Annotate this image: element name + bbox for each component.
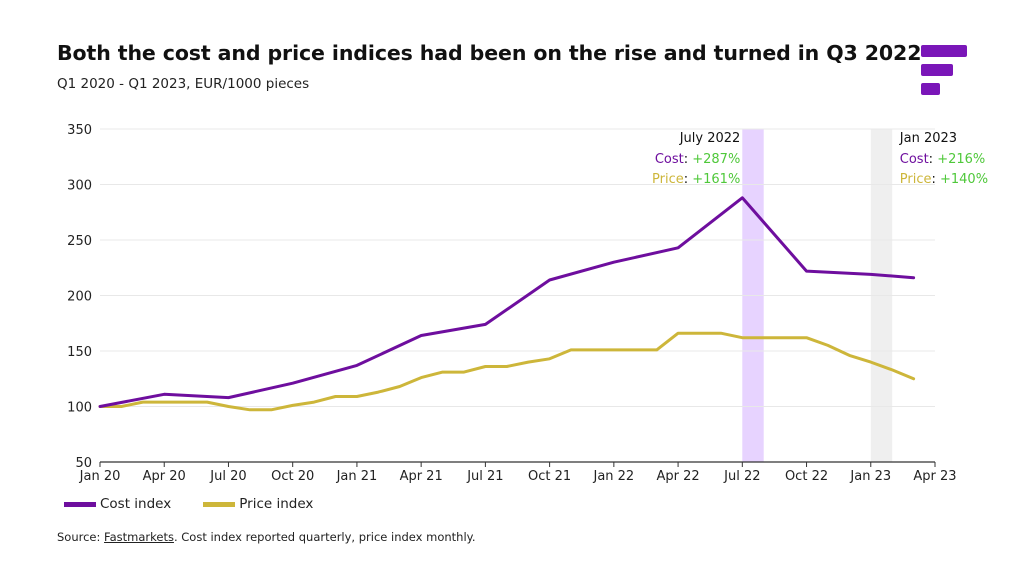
legend-swatch	[203, 501, 236, 507]
annotation-cost-label: Cost	[655, 152, 684, 167]
chart-subtitle: Q1 2020 - Q1 2023, EUR/1000 pieces	[57, 76, 310, 92]
annotation-header: July 2022	[679, 131, 741, 146]
y-tick-label: 150	[67, 345, 92, 360]
annotation-header: Jan 2023	[899, 131, 957, 146]
annotation-price-value: +161%	[692, 172, 740, 187]
annotation-cost-line: Cost: +287%	[655, 152, 740, 167]
annotation-jan-2023: Jan 2023 Cost: +216% Price: +140%	[899, 131, 988, 187]
x-tick-label: Jan 20	[79, 469, 121, 484]
annotation-july-2022: July 2022 Cost: +287% Price: +161%	[652, 131, 740, 187]
annotation-cost-label: Cost	[900, 152, 929, 167]
x-tick-label: Jul 20	[209, 469, 246, 484]
source-note: Source: Fastmarkets. Cost index reported…	[57, 530, 475, 544]
legend-swatch	[64, 501, 96, 507]
x-tick-label: Jul 22	[723, 469, 760, 484]
legend-label: Cost index	[100, 496, 172, 512]
x-tick-label: Jul 21	[466, 469, 503, 484]
annotation-price-line: Price: +161%	[652, 172, 740, 187]
x-tick-label: Jan 23	[849, 469, 891, 484]
legend-item-price-index: Price index	[203, 496, 313, 512]
x-tick-label: Apr 23	[913, 469, 956, 484]
x-tick-label: Oct 21	[528, 469, 571, 484]
x-tick-label: Apr 22	[656, 469, 699, 484]
x-tick-label: Apr 21	[400, 469, 443, 484]
y-tick-label: 100	[67, 401, 92, 416]
x-tick-label: Apr 20	[143, 469, 186, 484]
legend-label: Price index	[239, 496, 314, 512]
series-line-cost-index	[98, 196, 916, 408]
annotation-price-label: Price	[900, 172, 932, 187]
annotation-cost-value: +216%	[937, 152, 985, 167]
x-tick-label: Oct 20	[271, 469, 314, 484]
x-tick-label: Jan 21	[336, 469, 378, 484]
annotation-price-line: Price: +140%	[900, 172, 988, 187]
annotation-colon: :	[931, 172, 940, 187]
source-prefix: Source:	[57, 530, 105, 544]
annotation-colon: :	[684, 152, 693, 167]
series-line-price-index	[98, 331, 916, 412]
annotation-colon: :	[684, 172, 693, 187]
y-axis-ticks: 50 100 150 200 250 300 350	[67, 123, 92, 471]
annotations: July 2022 Cost: +287% Price: +161% Jan 2023…	[652, 131, 988, 187]
y-tick-label: 50	[75, 456, 92, 471]
legend-item-cost-index: Cost index	[64, 496, 171, 512]
x-tick-label: Oct 22	[785, 469, 828, 484]
annotation-price-value: +140%	[940, 172, 988, 187]
fastmarkets-logo-icon	[921, 45, 967, 95]
annotation-cost-line: Cost: +216%	[900, 152, 985, 167]
annotation-colon: :	[929, 152, 938, 167]
grid-lines	[100, 128, 935, 407]
x-tick-label: Jan 22	[592, 469, 634, 484]
annotation-price-label: Price	[652, 172, 684, 187]
y-tick-label: 300	[67, 179, 92, 194]
y-tick-label: 200	[67, 290, 92, 305]
legend: Cost index Price index	[64, 496, 313, 512]
annotation-cost-value: +287%	[692, 152, 740, 167]
x-axis: Jan 20 Apr 20 Jul 20 Oct 20 Jan 21 Apr 21 Jul …	[79, 461, 957, 484]
chart-title: Both the cost and price indices had been…	[57, 41, 922, 65]
source-suffix: . Cost index reported quarterly, price i…	[173, 530, 476, 544]
y-tick-label: 350	[67, 123, 92, 138]
y-tick-label: 250	[67, 234, 92, 249]
series-lines	[98, 196, 916, 412]
source-link[interactable]: Fastmarkets	[104, 530, 174, 544]
